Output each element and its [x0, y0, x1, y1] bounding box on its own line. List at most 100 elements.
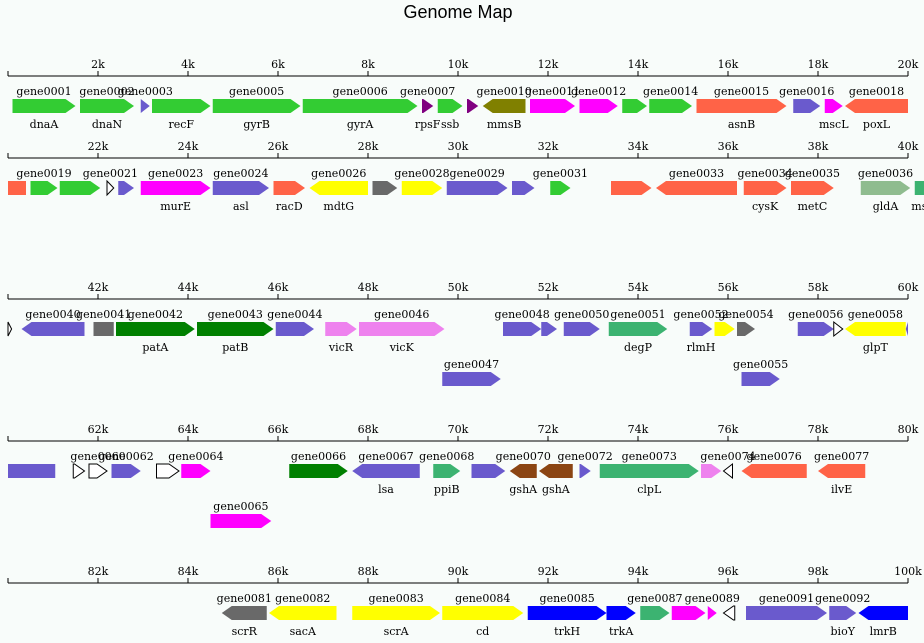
gene-arrow[interactable]: [446, 181, 508, 195]
gene-feature[interactable]: [118, 181, 134, 195]
gene-feature[interactable]: gene0012: [571, 85, 626, 113]
gene-feature[interactable]: gene0015 asnB: [696, 85, 787, 131]
gene-arrow[interactable]: [140, 99, 150, 113]
gene-arrow[interactable]: [471, 464, 506, 478]
gene-feature[interactable]: [471, 464, 506, 478]
gene-arrow[interactable]: [88, 463, 108, 479]
gene-arrow[interactable]: [696, 99, 787, 113]
gene-feature[interactable]: gene0024 asl: [212, 167, 269, 213]
gene-feature[interactable]: [541, 322, 557, 336]
gene-arrow[interactable]: [622, 99, 647, 113]
gene-feature[interactable]: gene0052 rlmH: [673, 308, 728, 354]
gene-feature[interactable]: gene0006 gyrA: [302, 85, 418, 131]
gene-feature[interactable]: gene0043 patB: [197, 308, 274, 354]
gene-feature[interactable]: gene0010 mmsB: [477, 85, 532, 131]
gene-feature[interactable]: gene0033: [656, 167, 737, 195]
gene-feature[interactable]: [611, 181, 652, 195]
gene-feature[interactable]: ssb: [437, 99, 463, 131]
gene-box[interactable]: [93, 322, 114, 336]
gene-arrow[interactable]: [116, 322, 195, 336]
gene-arrow[interactable]: [309, 181, 369, 195]
gene-feature[interactable]: lmrB: [858, 606, 909, 638]
gene-arrow[interactable]: [212, 181, 269, 195]
gene-feature[interactable]: gene0050: [554, 308, 609, 336]
gene-feature[interactable]: gene0035 metC: [785, 167, 840, 213]
gene-feature[interactable]: [8, 464, 56, 478]
gene-arrow[interactable]: [325, 322, 357, 336]
gene-arrow[interactable]: [649, 99, 692, 113]
gene-arrow[interactable]: [860, 181, 911, 195]
gene-feature[interactable]: gene0026 mdtG: [309, 167, 369, 213]
gene-arrow[interactable]: [140, 181, 211, 195]
gene-feature[interactable]: gene0081 scrR: [217, 592, 272, 638]
gene-feature[interactable]: [905, 322, 908, 336]
gene-arrow[interactable]: [707, 606, 717, 620]
gene-arrow[interactable]: [21, 322, 85, 336]
gene-arrow[interactable]: [442, 372, 501, 386]
gene-feature[interactable]: gene0056: [788, 308, 843, 336]
gene-arrow[interactable]: [269, 606, 337, 620]
gene-arrow[interactable]: [611, 181, 652, 195]
gene-arrow[interactable]: [352, 606, 440, 620]
gene-feature[interactable]: mscL: [819, 99, 849, 131]
gene-feature[interactable]: gene0085 trkH: [527, 592, 607, 638]
gene-feature[interactable]: [372, 181, 398, 195]
gene-arrow[interactable]: [845, 322, 906, 336]
gene-feature[interactable]: racD: [273, 181, 306, 213]
gene-arrow[interactable]: [905, 322, 908, 336]
gene-arrow[interactable]: [741, 372, 780, 386]
gene-feature[interactable]: [722, 605, 736, 621]
gene-feature[interactable]: gene0048: [495, 308, 550, 336]
gene-box[interactable]: [8, 181, 26, 195]
gene-feature[interactable]: gene0084 cd: [442, 592, 524, 638]
gene-feature[interactable]: [701, 464, 722, 478]
gene-feature[interactable]: gene0074: [700, 450, 756, 480]
gene-arrow[interactable]: [746, 606, 827, 620]
gene-arrow[interactable]: [640, 606, 670, 620]
gene-arrow[interactable]: [152, 99, 211, 113]
gene-feature[interactable]: gene0089: [685, 592, 740, 620]
gene-arrow[interactable]: [59, 181, 101, 195]
gene-feature[interactable]: gene0065: [210, 500, 272, 528]
gene-arrow[interactable]: [818, 464, 866, 478]
gene-feature[interactable]: gene0092 bioY: [815, 592, 870, 638]
gene-arrow[interactable]: [289, 464, 348, 478]
gene-arrow[interactable]: [80, 99, 134, 113]
gene-arrow[interactable]: [722, 605, 736, 621]
gene-feature[interactable]: gene0055: [733, 358, 788, 386]
gene-feature[interactable]: gene0019: [16, 167, 72, 195]
gene-arrow[interactable]: [914, 181, 924, 195]
gene-arrow[interactable]: [482, 99, 526, 113]
gene-arrow[interactable]: [197, 322, 274, 336]
gene-feature[interactable]: trkA: [606, 606, 636, 638]
gene-arrow[interactable]: [563, 322, 600, 336]
gene-feature[interactable]: gene0001 dnaA: [12, 85, 76, 131]
gene-arrow[interactable]: [273, 181, 306, 195]
gene-feature[interactable]: gene0060: [70, 450, 126, 479]
gene-feature[interactable]: gene0047: [442, 358, 501, 386]
gene-feature[interactable]: gene0031: [533, 167, 588, 195]
gene-arrow[interactable]: [737, 322, 755, 336]
gene-feature[interactable]: [671, 606, 706, 620]
gene-feature[interactable]: gene0067 lsa: [352, 450, 420, 496]
gene-feature[interactable]: gene0003: [118, 85, 173, 113]
gene-feature[interactable]: gene0034 cysK: [738, 167, 793, 213]
gene-arrow[interactable]: [30, 181, 58, 195]
gene-feature[interactable]: gene0016: [779, 85, 834, 113]
gene-arrow[interactable]: [302, 99, 418, 113]
gene-feature[interactable]: msrB: [911, 181, 924, 213]
gene-arrow[interactable]: [541, 322, 557, 336]
gene-arrow[interactable]: [106, 179, 115, 197]
gene-feature[interactable]: gene0054: [718, 308, 774, 336]
gene-feature[interactable]: [59, 181, 101, 195]
gene-arrow[interactable]: [599, 464, 699, 478]
gene-feature[interactable]: gene0051 degP: [608, 308, 668, 354]
gene-arrow[interactable]: [7, 321, 13, 337]
gene-feature[interactable]: vicR: [325, 322, 357, 354]
gene-arrow[interactable]: [210, 514, 272, 528]
gene-arrow[interactable]: [606, 606, 636, 620]
gene-arrow[interactable]: [741, 464, 807, 478]
gene-arrow[interactable]: [530, 99, 575, 113]
gene-arrow[interactable]: [352, 464, 420, 478]
gene-feature[interactable]: gene0076: [741, 450, 807, 478]
